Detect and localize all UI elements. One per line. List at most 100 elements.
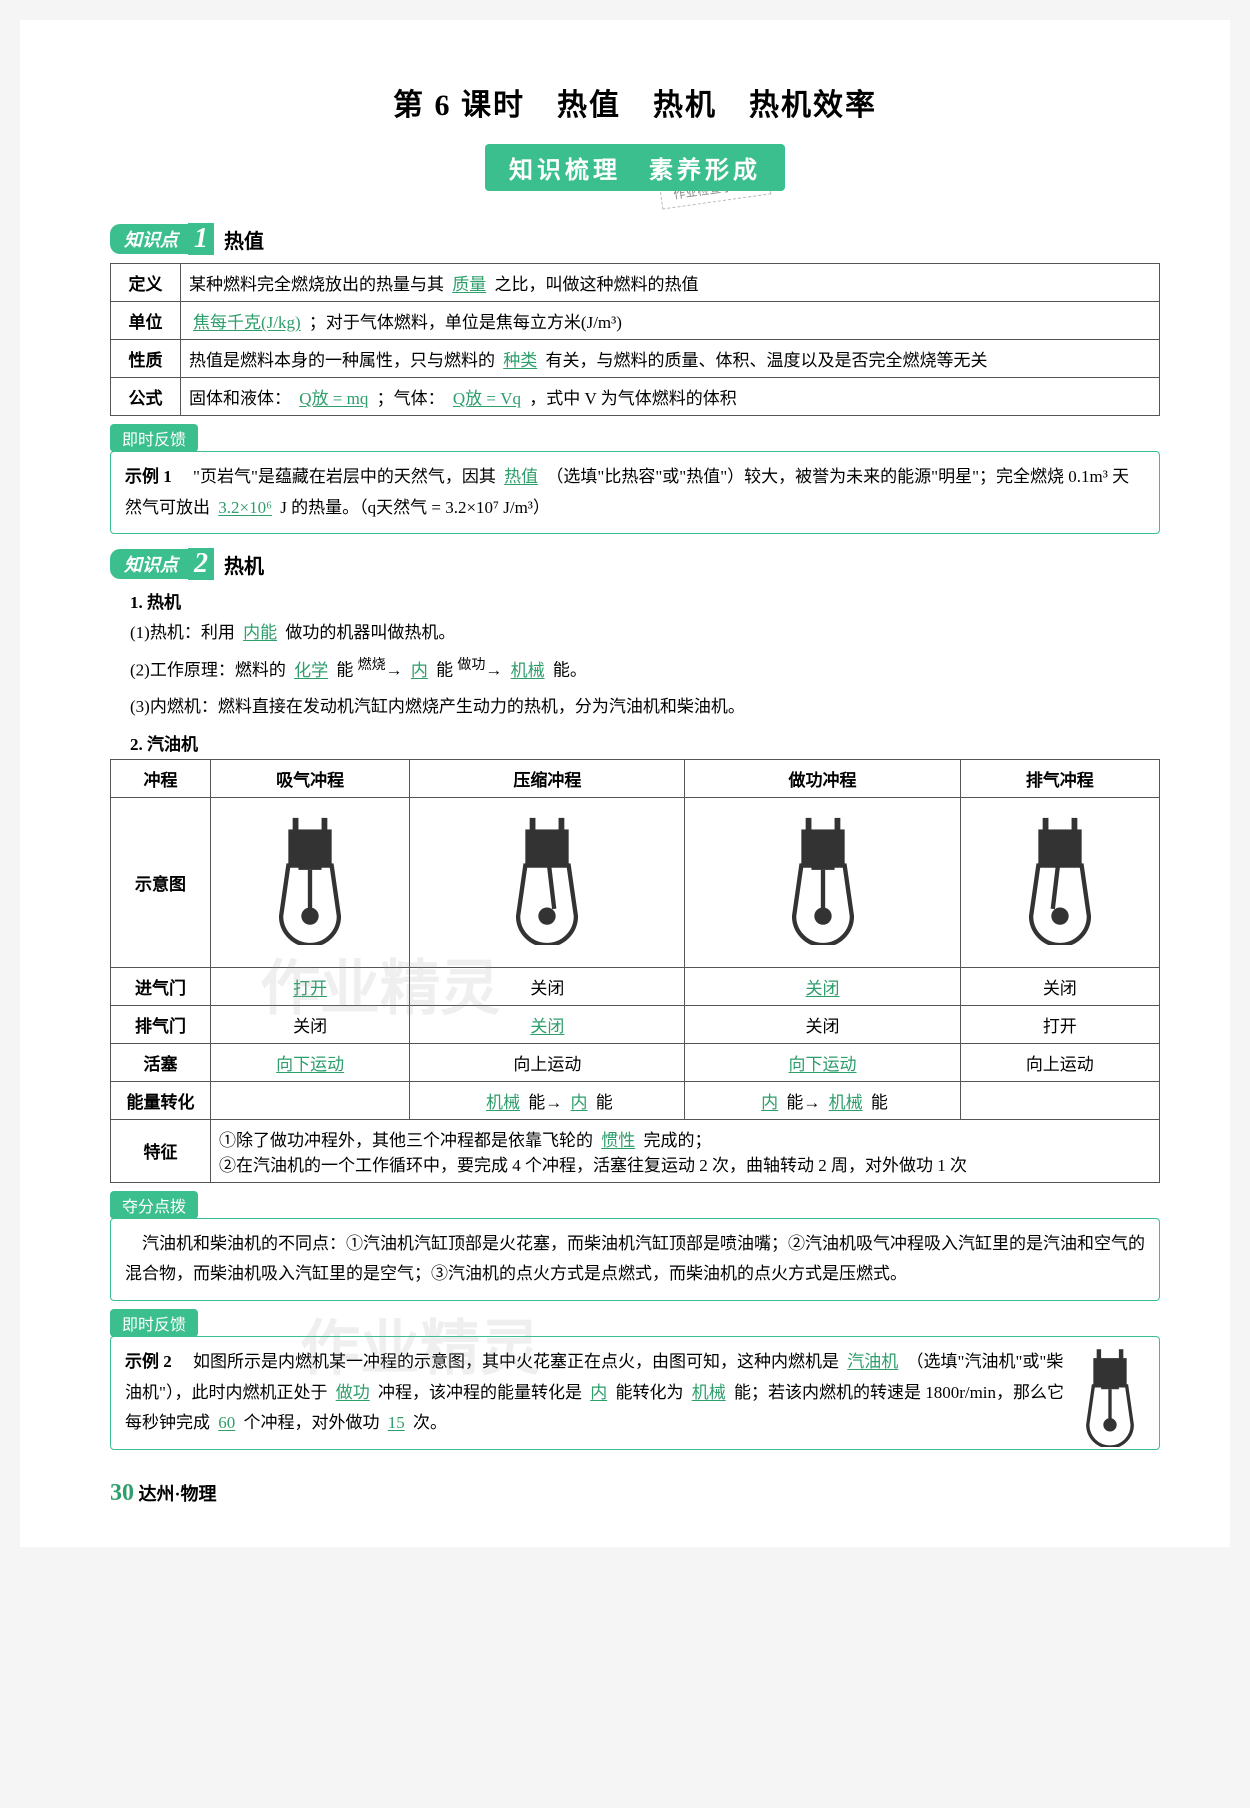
th: 冲程	[111, 759, 211, 797]
cell: ①除了做功冲程外，其他三个冲程都是依靠飞轮的 惯性 完成的； ②在汽油机的一个工…	[211, 1119, 1160, 1182]
cell	[960, 1081, 1159, 1119]
fill-blank: 惯性	[597, 1131, 639, 1150]
diagram-row: 示意图	[111, 797, 1160, 967]
cell: 向下运动	[685, 1043, 960, 1081]
cell: 关闭	[410, 1005, 685, 1043]
fill-blank: 内	[586, 1383, 611, 1402]
text: 有关，与燃料的质量、体积、温度以及是否完全燃烧等无关	[546, 351, 988, 370]
text: 个冲程，对外做功	[244, 1413, 380, 1432]
text: 能	[336, 661, 353, 680]
row-label: 活塞	[111, 1043, 211, 1081]
fill-blank: 机械	[507, 661, 549, 680]
engine-diagram-cell	[211, 797, 410, 967]
text: 次。	[413, 1413, 447, 1432]
text: (1)热机：利用	[130, 623, 235, 642]
row-label: 性质	[111, 340, 181, 378]
text: 能	[436, 661, 453, 680]
cell: 内 能→ 机械 能	[685, 1081, 960, 1119]
table-row: 公式 固体和液体： Q放 = mq ；气体： Q放 = Vq ，式中 V 为气体…	[111, 378, 1160, 416]
table-row: 进气门 打开 关闭 关闭 关闭	[111, 967, 1160, 1005]
tip-section: 夺分点拨 汽油机和柴油机的不同点：①汽油机汽缸顶部是火花塞，而柴油机汽缸顶部是喷…	[110, 1191, 1160, 1301]
text: ①除了做功冲程外，其他三个冲程都是依靠飞轮的	[219, 1131, 593, 1150]
text: 固体和液体：	[189, 389, 291, 408]
feedback-box: 示例 1 "页岩气"是蕴藏在岩层中的天然气，因其 热值 （选填"比热容"或"热值…	[110, 451, 1160, 534]
engine-icon	[1075, 1347, 1145, 1447]
fill-blank: 热值	[500, 467, 542, 486]
table-header-row: 冲程 吸气冲程 压缩冲程 做功冲程 排气冲程	[111, 759, 1160, 797]
cell: 机械 能→ 内 能	[410, 1081, 685, 1119]
engine-icon	[1015, 815, 1105, 945]
cell: 向上运动	[410, 1043, 685, 1081]
fill-blank: 质量	[448, 275, 490, 294]
text: ，式中 V 为气体燃料的体积	[529, 389, 736, 408]
footer-text: 达州·物理	[139, 1484, 217, 1504]
th: 压缩冲程	[410, 759, 685, 797]
kp-title: 热值	[224, 225, 264, 254]
text: "页岩气"是蕴藏在岩层中的天然气，因其	[176, 467, 496, 486]
text: 能转化为	[615, 1383, 683, 1402]
engine-icon	[265, 815, 355, 945]
fill-blank: Q放 = Vq	[449, 389, 525, 408]
feedback-1: 即时反馈 示例 1 "页岩气"是蕴藏在岩层中的天然气，因其 热值 （选填"比热容…	[110, 424, 1160, 534]
text: ；气体：	[377, 389, 445, 408]
tip-tag: 夺分点拨	[110, 1191, 198, 1219]
fill-blank: 内	[757, 1093, 782, 1112]
text: 如图所示是内燃机某一冲程的示意图，其中火花塞正在点火，由图可知，这种内燃机是	[176, 1352, 839, 1371]
kp-number: 1	[188, 223, 214, 255]
row-label: 示意图	[111, 797, 211, 967]
table-row: 排气门 关闭 关闭 关闭 打开	[111, 1005, 1160, 1043]
text: 能。	[553, 661, 587, 680]
cell: 关闭	[960, 967, 1159, 1005]
table-row: 活塞 向下运动 向上运动 向下运动 向上运动	[111, 1043, 1160, 1081]
feedback-tag: 即时反馈	[110, 1309, 198, 1337]
text: ；对于气体燃料，单位是焦每立方米(J/m³)	[309, 313, 622, 332]
fill-blank: 内	[407, 661, 432, 680]
fill-blank: 焦每千克(J/kg)	[189, 313, 305, 332]
body-line: (3)内燃机：燃料直接在发动机汽缸内燃烧产生动力的热机，分为汽油机和柴油机。	[130, 691, 1160, 723]
knowledge-point-2-header: 知识点 2 热机	[110, 548, 1160, 580]
kp-title: 热机	[224, 550, 264, 579]
fill-blank: 打开	[289, 979, 331, 998]
arrow-label: 做功	[457, 658, 485, 673]
text: ②在汽油机的一个工作循环中，要完成 4 个冲程，活塞往复运动 2 次，曲轴转动 …	[219, 1156, 967, 1175]
fill-blank: 关闭	[526, 1017, 568, 1036]
feedback-box: 示例 2 如图所示是内燃机某一冲程的示意图，其中火花塞正在点火，由图可知，这种内…	[110, 1336, 1160, 1450]
cell	[211, 1081, 410, 1119]
subheading: 2. 汽油机	[130, 730, 1160, 755]
row-label: 定义	[111, 264, 181, 302]
cell: 向上运动	[960, 1043, 1159, 1081]
cell: 打开	[960, 1005, 1159, 1043]
fill-blank: 3.2×10⁶	[214, 498, 276, 517]
cell: 关闭	[410, 967, 685, 1005]
kp-badge: 知识点	[110, 549, 188, 579]
fill-blank: 60	[214, 1413, 239, 1432]
table-row: 定义 某种燃料完全燃烧放出的热量与其 质量 之比，叫做这种燃料的热值	[111, 264, 1160, 302]
fill-blank: 做功	[332, 1383, 374, 1402]
arrow-label: 燃烧	[358, 658, 386, 673]
stroke-table: 冲程 吸气冲程 压缩冲程 做功冲程 排气冲程 示意图	[110, 759, 1160, 1183]
row-label: 公式	[111, 378, 181, 416]
th: 吸气冲程	[211, 759, 410, 797]
cell: 关闭	[685, 1005, 960, 1043]
fill-blank: 向下运动	[272, 1055, 348, 1074]
table-row: 能量转化 机械 能→ 内 能 内 能→ 机械 能	[111, 1081, 1160, 1119]
cell: 向下运动	[211, 1043, 410, 1081]
text: 做功的机器叫做热机。	[285, 623, 455, 642]
tip-box: 汽油机和柴油机的不同点：①汽油机汽缸顶部是火花塞，而柴油机汽缸顶部是喷油嘴；②汽…	[110, 1218, 1160, 1301]
engine-diagram-cell	[410, 797, 685, 967]
body-line: (1)热机：利用 内能 做功的机器叫做热机。	[130, 617, 1160, 649]
knowledge-point-1-header: 知识点 1 热值	[110, 223, 1160, 255]
th: 排气冲程	[960, 759, 1159, 797]
cell: 关闭	[685, 967, 960, 1005]
example-label: 示例 1	[125, 467, 172, 486]
text: 能	[871, 1093, 888, 1112]
cell: 热值是燃料本身的一种属性，只与燃料的 种类 有关，与燃料的质量、体积、温度以及是…	[181, 340, 1160, 378]
row-label: 排气门	[111, 1005, 211, 1043]
engine-icon	[502, 815, 592, 945]
page-footer: 30 达州·物理	[110, 1480, 1160, 1507]
engine-icon	[778, 815, 868, 945]
cell: 打开	[211, 967, 410, 1005]
engine-diagram-cell	[960, 797, 1159, 967]
table-row: 特征 ①除了做功冲程外，其他三个冲程都是依靠飞轮的 惯性 完成的； ②在汽油机的…	[111, 1119, 1160, 1182]
fill-blank: Q放 = mq	[295, 389, 372, 408]
